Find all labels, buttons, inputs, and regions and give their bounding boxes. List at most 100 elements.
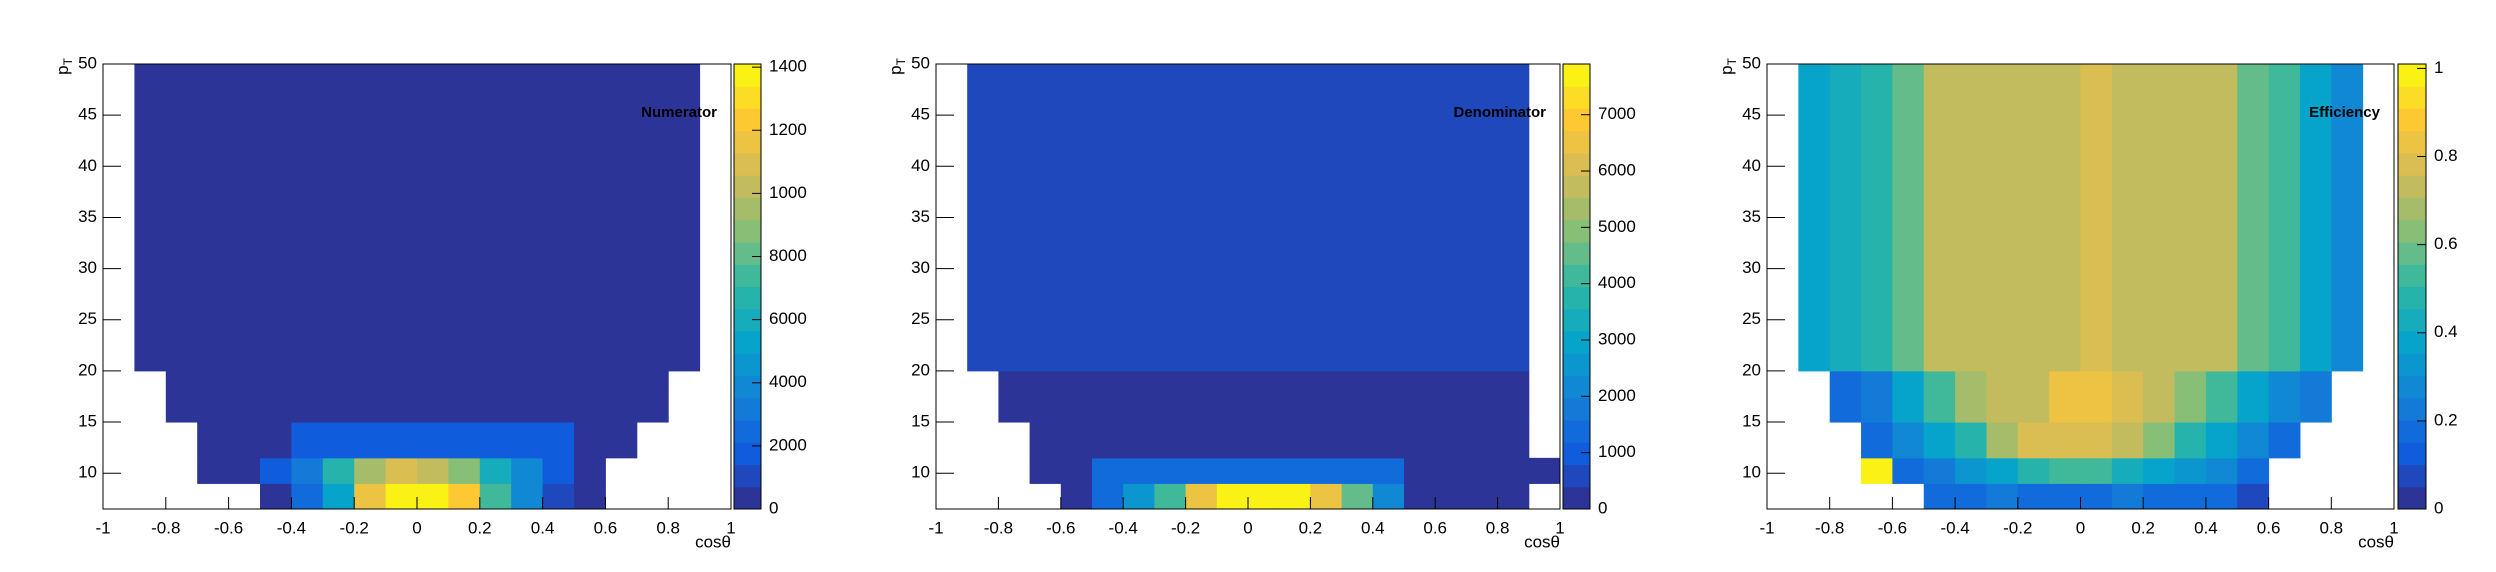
heatmap-cell: [1060, 457, 1093, 484]
heatmap-cell: [260, 483, 292, 510]
heatmap-cell: [291, 483, 324, 510]
heatmap-cell: [448, 422, 481, 459]
heatmap-cell: [1216, 370, 1249, 423]
x-axis-title: cosθ: [695, 532, 731, 551]
heatmap-cell: [2237, 457, 2270, 484]
palette-band: [1563, 331, 1590, 354]
heatmap-cell: [1279, 370, 1311, 423]
z-tick-label: 6000: [1598, 161, 1636, 180]
heatmap-cell: [291, 422, 324, 459]
palette-band: [1563, 153, 1590, 176]
palette-band: [1563, 86, 1590, 109]
y-tick-label: 35: [911, 207, 930, 226]
heatmap-cell: [448, 64, 481, 372]
heatmap-cell: [1404, 422, 1436, 459]
heatmap-cell: [1829, 370, 1862, 423]
heatmap-cell: [1185, 422, 1218, 459]
x-tick-label: -0.6: [1878, 518, 1907, 537]
heatmap-cell: [542, 370, 575, 423]
heatmap-cell: [291, 64, 324, 372]
heatmap-cell: [260, 457, 292, 484]
heatmap-cell: [197, 64, 230, 372]
palette-band: [734, 464, 761, 488]
heatmap-cell: [2049, 64, 2081, 372]
x-tick-label: 0.4: [531, 518, 555, 537]
palette-band: [2398, 64, 2426, 87]
y-tick-label: 40: [911, 156, 930, 175]
heatmap-cell: [260, 422, 292, 459]
heatmap-cell: [197, 422, 230, 459]
heatmap-cell: [1092, 370, 1124, 423]
y-tick-label: 25: [911, 309, 930, 328]
heatmap-cell: [1279, 457, 1311, 484]
x-tick-label: -0.2: [340, 518, 369, 537]
heatmap-cell: [2268, 370, 2301, 423]
heatmap-cell: [1892, 370, 1925, 423]
y-tick-label: 50: [1742, 53, 1761, 72]
palette-band: [2398, 219, 2426, 243]
heatmap-cell: [1497, 370, 1530, 423]
x-tick-label: 1: [2389, 518, 2398, 537]
heatmap-cell: [2174, 370, 2207, 423]
heatmap-cell: [1923, 483, 1956, 510]
heatmap-cell: [2174, 457, 2207, 484]
z-tick-label: 14000: [769, 57, 816, 76]
heatmap-cell: [479, 483, 512, 510]
palette-band: [2398, 486, 2426, 510]
x-tick-label: 0.2: [1299, 518, 1323, 537]
y-axis-title-main: p: [1717, 65, 1736, 74]
y-axis-title-sub: T: [61, 57, 75, 65]
heatmap-cell: [1829, 64, 1862, 372]
heatmap-cell: [1185, 64, 1218, 372]
heatmap-cell: [1798, 64, 1831, 372]
heatmap-cell: [1341, 370, 1374, 423]
heatmap-cell: [1435, 422, 1467, 459]
heatmap-cell: [2080, 64, 2113, 372]
y-axis-title: pT: [886, 57, 908, 74]
heatmap-cell: [134, 64, 167, 372]
palette-band: [734, 308, 761, 332]
chart-title: Efficiency: [2309, 104, 2381, 121]
heatmap-cell: [479, 370, 512, 423]
palette-band: [2398, 197, 2426, 221]
heatmap-cell: [2017, 457, 2050, 484]
heatmap-cell: [2143, 422, 2176, 459]
y-tick-label: 45: [1742, 105, 1761, 124]
palette-band: [734, 486, 761, 510]
x-tick-label: 0.6: [2257, 518, 2281, 537]
x-tick-label: 1: [1555, 518, 1564, 537]
heatmap-cell: [1372, 64, 1405, 372]
heatmap-cell: [1372, 483, 1405, 510]
z-tick-label: 6000: [769, 309, 807, 328]
heatmap-cell: [228, 422, 261, 459]
heatmap-cell: [354, 457, 387, 484]
heatmap-cell: [1092, 483, 1124, 510]
palette-band: [2398, 86, 2426, 109]
y-tick-label: 30: [911, 258, 930, 277]
heatmap-cell: [1341, 483, 1374, 510]
heatmap-cell: [1341, 64, 1374, 372]
x-tick-label: -0.4: [1940, 518, 1969, 537]
x-tick-label: 0.4: [2194, 518, 2218, 537]
heatmap-cell: [1892, 64, 1925, 372]
heatmap-cell: [1060, 370, 1093, 423]
heatmap-cell: [2205, 483, 2238, 510]
y-tick-label: 30: [78, 258, 97, 277]
heatmap-cell: [322, 422, 355, 459]
heatmap-cell: [1955, 64, 1987, 372]
heatmap-cell: [1248, 370, 1280, 423]
x-tick-label: -1: [928, 518, 943, 537]
heatmap-cell: [2237, 64, 2270, 372]
y-tick-label: 10: [1742, 463, 1761, 482]
palette-band: [734, 375, 761, 399]
heatmap-cell: [2237, 483, 2270, 510]
y-tick-label: 20: [911, 360, 930, 379]
heatmap-cell: [1923, 64, 1956, 372]
x-tick-label: 0.8: [2319, 518, 2343, 537]
heatmap-cell: [2017, 64, 2050, 372]
heatmap-cell: [1955, 457, 1987, 484]
palette-labels: 0 2000 4000 6000 8000 10000 12000 14000: [769, 57, 816, 518]
heatmap-cell: [2143, 457, 2176, 484]
heatmap-cell: [1216, 457, 1249, 484]
heatmap-cell: [448, 457, 481, 484]
